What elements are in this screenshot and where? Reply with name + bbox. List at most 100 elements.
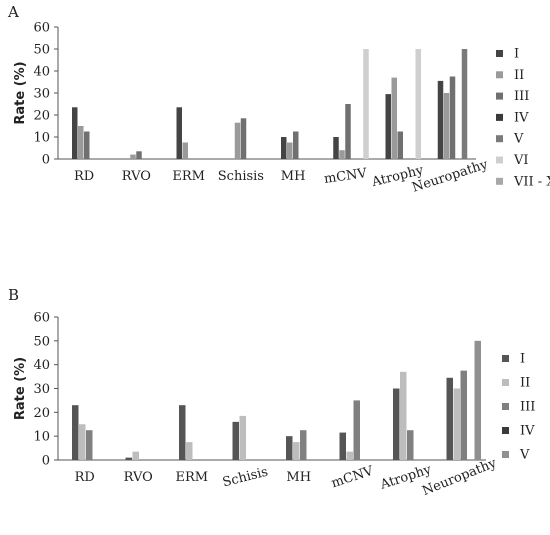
panel-a-legend-label: IV — [514, 110, 529, 125]
panel-a-category-label: ERM — [172, 169, 205, 184]
panel-b-legend-label: V — [519, 448, 530, 463]
panel-b-bar-neuropathy-ii — [453, 388, 460, 460]
panel-a-legend-swatch — [496, 113, 503, 121]
panel-a-legend-swatch — [496, 50, 503, 57]
panel-a-legend-label: II — [514, 68, 524, 83]
panel-a-category-label: RD — [74, 169, 94, 184]
panel-a-bar-schisis-iii — [240, 118, 247, 159]
panel-a-bar-mcnv-iii — [345, 104, 351, 159]
panel-a-legend-swatch — [496, 92, 503, 100]
panel-b-category-label: RD — [75, 470, 95, 485]
panel-a-legend-label: V — [513, 132, 524, 147]
panel-b-bar-rvo-ii — [132, 451, 139, 460]
panel-b-bar-rd-ii — [79, 424, 86, 460]
panel-a-bar-mh-iii — [293, 131, 299, 159]
panel-b-y-tick-label: 40 — [33, 358, 50, 373]
panel-b-bar-mh-iii — [300, 430, 307, 460]
panel-b-bar-mcnv-ii — [346, 451, 353, 460]
panel-a-bar-atrophy-ii — [391, 77, 397, 159]
panel-b-legend-swatch — [502, 427, 509, 434]
panel-b-y-tick-label: 50 — [33, 334, 50, 349]
panel-a-bar-erm-ii — [182, 142, 188, 159]
panel-a-legend-swatch — [496, 135, 503, 143]
panel-a-bar-rd-ii — [78, 126, 84, 159]
panel-a-bar-neuropathy-ii — [443, 93, 450, 159]
panel-a-y-tick-label: 20 — [33, 109, 50, 124]
panel-a-category-label: Schisis — [218, 169, 264, 184]
panel-a-bar-mh-ii — [287, 142, 293, 159]
panel-a-bar-neuropathy-iii — [449, 76, 456, 159]
panel-a-category-label: RVO — [122, 169, 151, 184]
panel-b-category-label: Neuropathy — [420, 456, 499, 500]
panel-a-y-axis-label: Rate (%) — [13, 61, 28, 124]
panel-a-bar-neuropathy-v — [461, 49, 468, 159]
panel-b-bar-erm-ii — [186, 442, 193, 460]
panel-b-y-tick-label: 10 — [33, 430, 50, 445]
panel-b-category-label: RVO — [124, 470, 153, 485]
panel-b-category-label: mCNV — [330, 464, 376, 492]
panel-b-legend-swatch — [502, 403, 509, 410]
panel-b-bar-atrophy-ii — [400, 371, 407, 460]
panel-b-category-label: Schisis — [221, 465, 269, 491]
panel-b-category-label: ERM — [175, 470, 208, 485]
panel-a-bar-rvo-iii — [136, 151, 142, 159]
panel-b-y-axis-label: Rate (%) — [13, 357, 28, 420]
panel-a-y-tick-label: 50 — [33, 43, 50, 58]
panel-b-bar-atrophy-i — [393, 388, 400, 460]
panel-a-bar-schisis-ii — [234, 122, 241, 159]
panel-b-legend-label: IV — [520, 424, 535, 439]
panel-b-legend-swatch — [502, 379, 509, 386]
panel-a-bar-rd-iii — [84, 131, 90, 159]
panel-a-bar-rvo-ii — [130, 154, 136, 159]
panel-a-bar-atrophy-vi — [415, 49, 421, 159]
panel-b-legend-label: II — [520, 376, 530, 391]
panel-a-legend-label: VI — [513, 153, 529, 168]
panel-a-y-tick-label: 60 — [33, 21, 50, 36]
panel-b-y-tick-label: 30 — [33, 382, 50, 397]
panel-b-bar-mcnv-iii — [353, 400, 360, 460]
panel-a-bar-atrophy-i — [385, 94, 391, 159]
panel-a-y-tick-label: 30 — [33, 87, 50, 102]
panel-a-bar-erm-i — [176, 107, 182, 159]
panel-b-y-tick-label: 20 — [33, 406, 50, 421]
panel-b-bar-rvo-i — [125, 457, 132, 460]
panel-a-bar-mh-i — [281, 137, 287, 159]
panel-b-bar-schisis-ii — [239, 415, 246, 460]
panel-b-bar-rd-iii — [86, 430, 93, 460]
panel-a-legend-swatch — [496, 156, 503, 164]
panel-b-bar-schisis-i — [232, 421, 239, 460]
panel-a-label: A — [7, 3, 19, 21]
panel-a-bar-mcnv-ii — [339, 150, 345, 159]
panel-a-legend-label: VII - X — [513, 174, 550, 189]
panel-b-bar-rd-i — [72, 405, 79, 460]
panel-b-y-tick-label: 0 — [42, 454, 50, 469]
panel-b-legend-swatch — [502, 355, 509, 362]
panel-a-legend-swatch — [496, 71, 503, 79]
panel-a-y-tick-label: 0 — [42, 153, 50, 168]
panel-b-y-tick-label: 60 — [33, 311, 50, 326]
panel-b-bar-erm-i — [179, 405, 186, 460]
panel-a-legend-label: III — [514, 89, 529, 104]
panel-a-bar-atrophy-iii — [397, 131, 403, 159]
panel-b-legend-label: I — [520, 352, 525, 367]
panel-b-bar-atrophy-iii — [407, 430, 414, 460]
panel-b-label: B — [8, 286, 19, 304]
panel-a-legend-swatch — [496, 177, 503, 185]
panel-b-bar-mh-i — [286, 436, 293, 460]
panel-b-bar-neuropathy-iii — [460, 370, 467, 460]
panel-b-bar-neuropathy-v — [474, 340, 481, 460]
panel-a-y-tick-label: 10 — [33, 131, 50, 146]
panel-b-category-label: MH — [286, 470, 311, 485]
panel-a-legend-label: I — [514, 47, 519, 62]
panel-a-bar-mcnv-vi — [363, 49, 369, 159]
panel-a-category-label: mCNV — [323, 166, 368, 187]
panel-a-bar-mcnv-i — [333, 137, 339, 159]
panel-b-bar-mh-ii — [293, 442, 300, 460]
panel-b-bar-mcnv-i — [339, 432, 346, 460]
panel-b-legend-swatch — [502, 451, 509, 458]
panel-a-bar-rd-i — [72, 107, 78, 159]
panel-b-bar-neuropathy-i — [446, 377, 453, 460]
panel-a-y-tick-label: 40 — [33, 65, 50, 80]
panel-a-category-label: MH — [281, 169, 306, 184]
